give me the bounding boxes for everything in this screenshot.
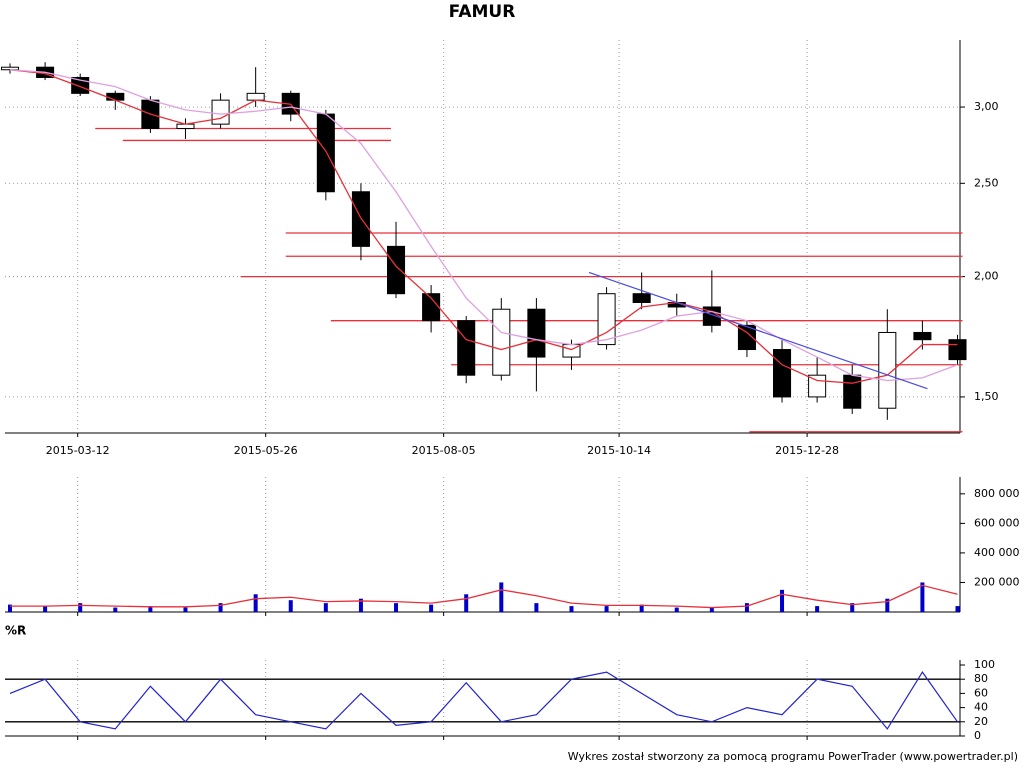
- line-series: [9, 671, 958, 730]
- volume-bar: [148, 606, 153, 612]
- volume-bar: [955, 606, 960, 612]
- y-tick-label: 2,00: [974, 270, 999, 283]
- candle-body: [843, 374, 862, 409]
- volume-bar: [183, 607, 188, 612]
- volume-bar: [253, 594, 258, 612]
- volume-bar: [850, 603, 855, 612]
- candle-body: [913, 331, 932, 341]
- candle-body: [0, 66, 20, 71]
- volume-bar: [358, 598, 363, 612]
- y-tick-label: 200 000: [974, 575, 1020, 588]
- volume-bar: [499, 582, 504, 612]
- candle-body: [773, 349, 792, 398]
- volume-bar: [709, 607, 714, 612]
- x-tick-label: 2015-03-12: [46, 444, 110, 457]
- volume-bar: [885, 598, 890, 612]
- x-tick-label: 2015-05-26: [234, 444, 298, 457]
- y-tick-label: 2,50: [974, 176, 999, 189]
- trend-line: [588, 271, 928, 390]
- volume-bar: [674, 607, 679, 612]
- volume-bar: [744, 603, 749, 612]
- y-tick-label: 20: [974, 715, 988, 728]
- volume-bar: [394, 603, 399, 612]
- volume-bar: [604, 606, 609, 612]
- candle-body: [106, 92, 125, 101]
- volume-bar: [815, 606, 820, 612]
- volume-bar: [639, 604, 644, 612]
- panel-title: %R: [5, 624, 26, 638]
- y-tick-label: 40: [974, 701, 988, 714]
- x-tick-label: 2015-08-05: [412, 444, 476, 457]
- candle-body: [737, 324, 756, 351]
- average-line: [9, 69, 958, 384]
- y-tick-label: 600 000: [974, 516, 1020, 529]
- candle-body: [632, 293, 651, 303]
- y-tick-label: 0: [974, 729, 981, 742]
- y-tick-label: 1,50: [974, 390, 999, 403]
- candle-body: [316, 113, 335, 193]
- candle-body: [948, 339, 967, 361]
- volume-bar: [8, 604, 13, 612]
- y-tick-label: 800 000: [974, 487, 1020, 500]
- candle-body: [527, 308, 546, 358]
- volume-bar: [780, 589, 785, 612]
- volume-bar: [569, 606, 574, 612]
- volume-bar: [218, 603, 223, 612]
- volume-bar: [464, 594, 469, 612]
- candle-body: [597, 293, 616, 346]
- candle-body: [386, 245, 406, 295]
- y-tick-label: 80: [974, 672, 988, 685]
- candle-body: [211, 99, 230, 125]
- volume-bar: [288, 600, 293, 612]
- x-tick-label: 2015-12-28: [775, 444, 839, 457]
- candle-body: [492, 308, 511, 376]
- y-tick-label: 100: [974, 658, 995, 671]
- candle-body: [878, 331, 897, 409]
- volume-bar: [534, 603, 539, 612]
- candle-body: [457, 320, 476, 376]
- volume-bar: [323, 603, 328, 612]
- y-tick-label: 400 000: [974, 546, 1020, 559]
- y-tick-label: 60: [974, 686, 988, 699]
- average-line: [9, 69, 958, 382]
- volume-bar: [43, 606, 48, 612]
- volume-bar: [78, 603, 83, 612]
- chart-title: FAMUR: [449, 2, 516, 22]
- volume-bar: [429, 604, 434, 612]
- y-tick-label: 3,00: [974, 100, 999, 113]
- x-tick-label: 2015-10-14: [587, 444, 651, 457]
- average-line: [10, 584, 958, 609]
- volume-bar: [920, 582, 925, 612]
- volume-bar: [113, 607, 118, 612]
- candle-body: [246, 92, 265, 101]
- footer: Wykres został stworzony za pomocą progra…: [568, 750, 1018, 763]
